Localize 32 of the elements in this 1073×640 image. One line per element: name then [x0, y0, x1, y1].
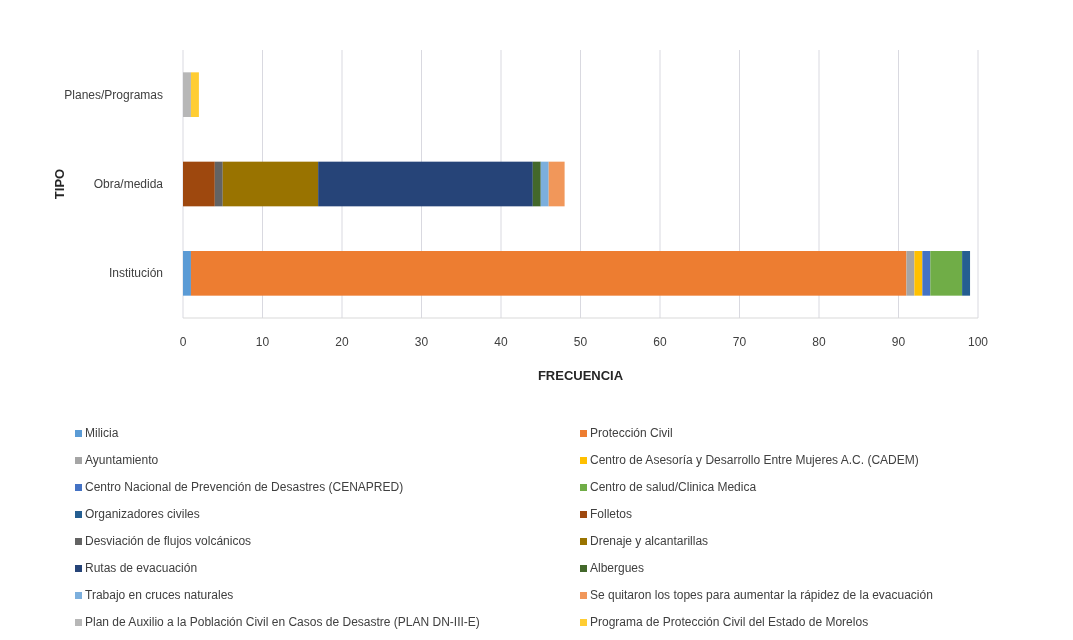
- x-tick-label: 80: [812, 335, 826, 349]
- x-tick-label: 30: [414, 335, 429, 349]
- legend-label: Se quitaron los topes para aumentar la rápidez de la evacuación: [590, 588, 933, 602]
- x-tick-label: 0: [179, 335, 187, 349]
- legend-label: Desviación de flujos volcánicos: [85, 534, 252, 548]
- legend-label: Organizadores civiles: [85, 507, 200, 521]
- x-axis-title: FRECUENCIA: [537, 368, 624, 383]
- legend-label: Albergues: [590, 561, 645, 575]
- legend-label: Milicia: [85, 426, 119, 440]
- y-axis-title: TIPO: [52, 168, 67, 200]
- legend-label: Protección Civil: [590, 426, 673, 440]
- legend-label: Drenaje y alcantarillas: [590, 534, 709, 548]
- legend-label: Rutas de evacuación: [85, 561, 198, 575]
- legend-label: Programa de Protección Civil del Estado de Morelos: [590, 615, 869, 629]
- x-tick-label: 100: [967, 335, 989, 349]
- legend-label: Centro de salud/Clinica Medica: [590, 480, 757, 494]
- legend-label: Trabajo en cruces naturales: [85, 588, 234, 602]
- legend-label: Folletos: [590, 507, 633, 521]
- x-tick-label: 10: [255, 335, 270, 349]
- legend-label: Centro de Asesoría y Desarrollo Entre Mujeres A.C. (CADEM): [590, 453, 919, 467]
- x-tick-label: 90: [891, 335, 906, 349]
- legend-label: Centro Nacional de Prevención de Desastres (CENAPRED): [85, 480, 404, 494]
- x-tick-label: 70: [732, 335, 747, 349]
- y-tick-label: Institución: [108, 266, 163, 281]
- legend-label: Plan de Auxilio a la Población Civil en Casos de Desastre (PLAN DN-III-E): [85, 615, 480, 629]
- x-tick-label: 60: [653, 335, 667, 349]
- y-tick-label: Obra/medida: [93, 177, 164, 191]
- x-tick-label: 50: [573, 335, 588, 349]
- legend-label: Ayuntamiento: [85, 453, 159, 467]
- x-tick-label: 20: [335, 335, 349, 349]
- x-tick-label: 40: [494, 335, 508, 349]
- y-tick-label: Planes/Programas: [64, 87, 163, 102]
